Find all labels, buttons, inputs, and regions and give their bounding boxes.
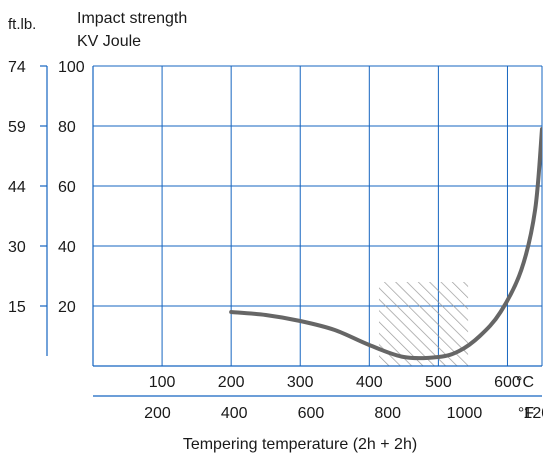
x-unit-celsius: °C (516, 374, 534, 391)
x-axis-title: Tempering temperature (2h + 2h) (183, 436, 417, 453)
y-tick-ftlb: 44 (8, 179, 26, 196)
plot-grid (93, 65, 543, 366)
x-tick-celsius: 600 (494, 374, 521, 391)
y-title-line-1: Impact strength (77, 10, 187, 27)
y-tick-joule: 20 (58, 299, 76, 316)
x-tick-fahrenheit: 1200 (523, 405, 543, 422)
x-tick-fahrenheit: 800 (374, 405, 401, 422)
y-tick-ftlb: 74 (8, 59, 26, 76)
x-tick-celsius: 400 (356, 374, 383, 391)
x-unit-fahrenheit: °F (518, 405, 534, 422)
x-tick-celsius: 100 (149, 374, 176, 391)
x-tick-celsius: 300 (287, 374, 314, 391)
y-tick-ftlb: 15 (8, 299, 26, 316)
x-tick-celsius: 200 (218, 374, 245, 391)
x-tick-fahrenheit: 600 (298, 405, 325, 422)
curve-layer (229, 127, 542, 361)
x-tick-celsius: 500 (425, 374, 452, 391)
axes (46, 66, 542, 397)
impact-curve (229, 127, 542, 361)
y-tick-joule: 40 (58, 239, 76, 256)
y-tick-ftlb: 30 (8, 239, 26, 256)
y-tick-joule: 100 (58, 59, 85, 76)
y-tick-joule: 80 (58, 119, 76, 136)
y-tick-ftlb: 59 (8, 119, 26, 136)
y-tick-joule: 60 (58, 179, 76, 196)
x-tick-fahrenheit: 200 (144, 405, 171, 422)
x-tick-fahrenheit: 400 (221, 405, 248, 422)
tick-labels: 100 80 60 40 20 74 59 44 30 15 100 200 300 400 500 600 2… (8, 59, 543, 422)
x-tick-fahrenheit: 1000 (447, 405, 483, 422)
y-title-line-2: KV Joule (77, 33, 141, 50)
left-unit-label: ft.lb. (8, 16, 36, 33)
